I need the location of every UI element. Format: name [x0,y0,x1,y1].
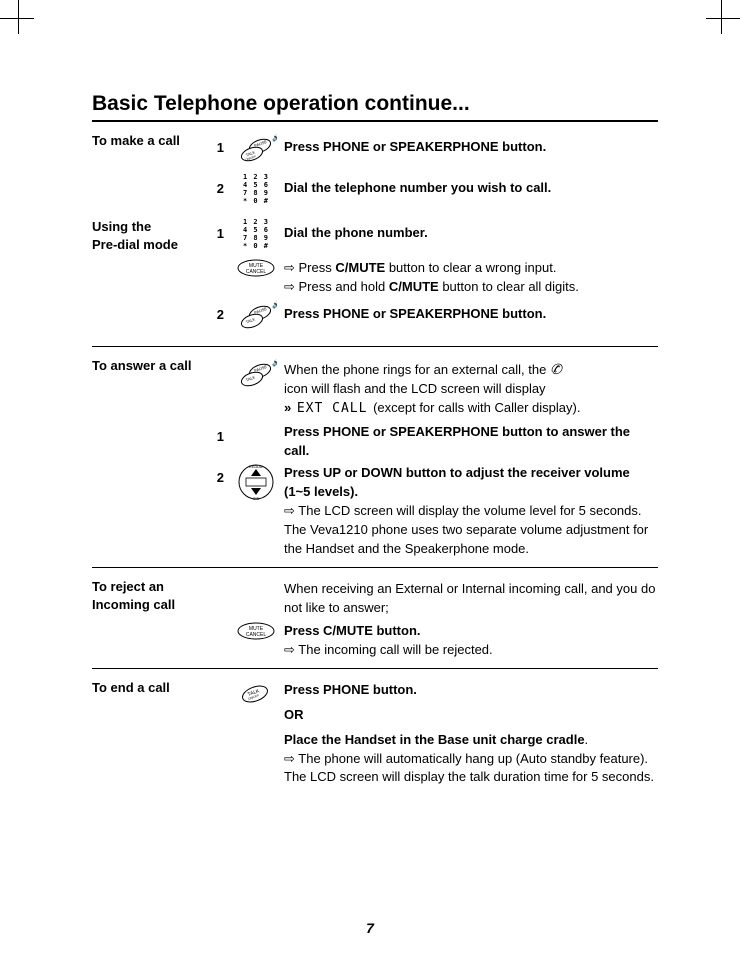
instruction-text: Press PHONE button. OR Place the Handset… [284,677,658,787]
talk-icon: TALK ON/OFF [228,677,284,712]
section-label-reject: To reject an Incoming call [92,576,210,613]
step-number: 2 [210,297,228,322]
step-number: 1 [210,419,228,444]
mute-cancel-icon: MUTE CANCEL [228,255,284,286]
instruction-text: Press PHONE or SPEAKERPHONE button to an… [284,419,658,461]
svg-text:REDIAL: REDIAL [249,464,264,469]
phone-handset-icon: ✆ [550,361,562,377]
svg-text:🔊: 🔊 [272,358,277,367]
talk-pause-icon: PAUSE TALK ON/OFF 🔊 [228,130,284,171]
section-label-answer: To answer a call [92,355,210,375]
svg-text:CID: CID [253,496,260,501]
svg-text:🔊: 🔊 [272,133,277,142]
keypad-icon: 1 2 34 5 67 8 9* 0 # [228,216,284,255]
divider [92,346,658,348]
section-label-predial: Using the Pre-dial mode [92,216,210,253]
page-title: Basic Telephone operation continue... [92,92,658,116]
mute-cancel-icon: MUTE CANCEL [228,618,284,649]
step-number: 1 [210,130,228,155]
svg-text:🔊: 🔊 [272,300,277,309]
talk-pause-icon: PAUSE TALK 🔊 [228,297,284,338]
svg-text:CANCEL: CANCEL [246,632,267,638]
talk-pause-icon: PAUSE TALK 🔊 [228,355,284,396]
instruction-text: When receiving an External or Internal i… [284,576,658,618]
step-number: 2 [210,171,228,196]
instruction-text: Dial the telephone number you wish to ca… [284,171,658,198]
instruction-text: Dial the phone number. [284,216,658,243]
instruction-text: Press UP or DOWN button to adjust the re… [284,460,658,558]
instruction-text: When the phone rings for an external cal… [284,355,658,419]
step-number: 1 [210,216,228,241]
lcd-display-text: EXT CALL [295,401,370,416]
redial-cid-icon: REDIAL CID [228,460,284,509]
instruction-text: Press PHONE or SPEAKERPHONE button. [284,130,658,157]
section-label-end: To end a call [92,677,210,697]
divider [92,120,658,122]
instruction-text: Press PHONE or SPEAKERPHONE button. [284,297,658,324]
divider [92,668,658,670]
svg-text:CANCEL: CANCEL [246,269,267,275]
page-number: 7 [0,920,740,936]
step-number: 2 [210,460,228,485]
divider [92,567,658,569]
instruction-text: Press C/MUTE button to clear a wrong inp… [284,255,658,297]
instruction-text: Press C/MUTE button. The incoming call w… [284,618,658,660]
section-label-make-call: To make a call [92,130,210,150]
keypad-icon: 1 2 34 5 67 8 9* 0 # [228,171,284,210]
